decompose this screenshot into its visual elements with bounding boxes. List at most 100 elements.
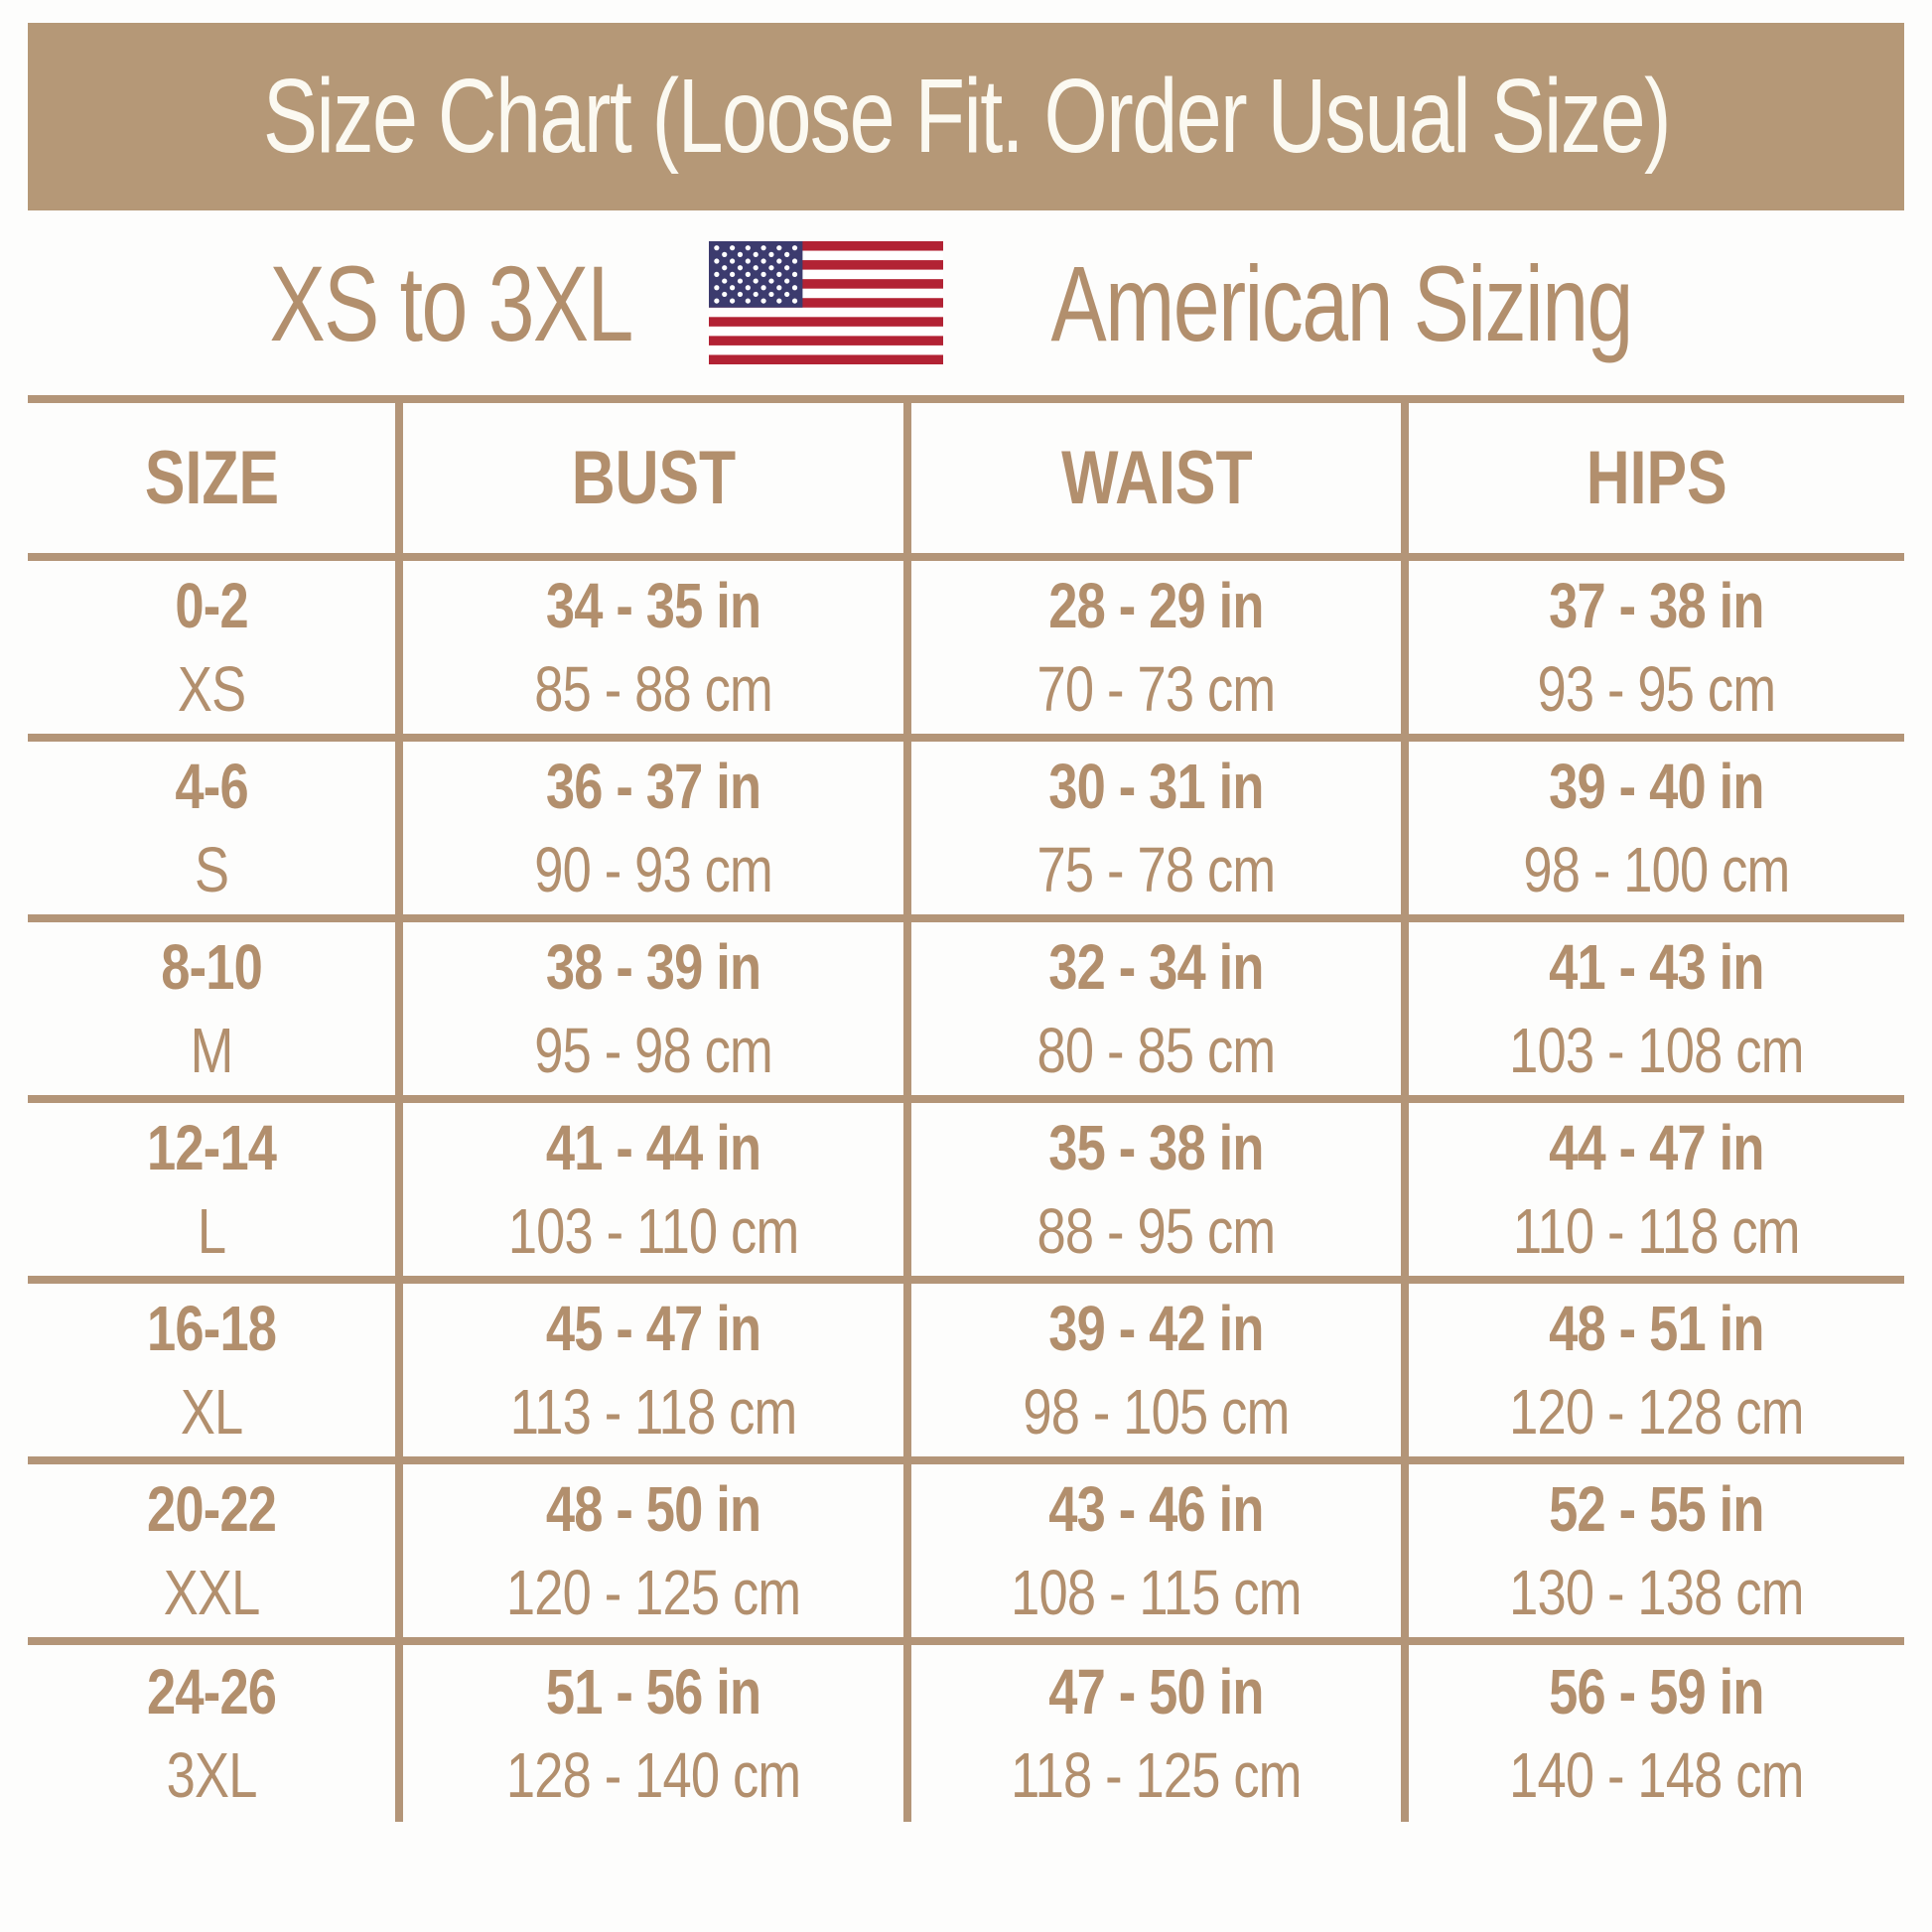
waist-cell: 39 - 42 in 98 - 105 cm bbox=[903, 1276, 1406, 1460]
waist-centimeters: 108 - 115 cm bbox=[1011, 1557, 1303, 1628]
header-bust: BUST bbox=[395, 395, 908, 557]
title-banner: Size Chart (Loose Fit. Order Usual Size) bbox=[28, 23, 1904, 210]
size-letter: XXL bbox=[163, 1557, 261, 1628]
bust-inches: 45 - 47 in bbox=[546, 1293, 761, 1364]
size-letter: M bbox=[190, 1015, 234, 1086]
sizing-label: American Sizing bbox=[1050, 242, 1634, 363]
hips-cell: 39 - 40 in 98 - 100 cm bbox=[1401, 734, 1904, 918]
hips-centimeters: 140 - 148 cm bbox=[1509, 1739, 1804, 1811]
bust-cell: 34 - 35 in 85 - 88 cm bbox=[395, 553, 908, 738]
size-letter: S bbox=[195, 834, 229, 905]
hips-inches: 39 - 40 in bbox=[1549, 751, 1764, 822]
waist-centimeters: 70 - 73 cm bbox=[1036, 653, 1277, 725]
header-hips: HIPS bbox=[1401, 395, 1904, 557]
waist-centimeters: 98 - 105 cm bbox=[1023, 1376, 1291, 1448]
waist-inches: 28 - 29 in bbox=[1048, 570, 1265, 641]
bust-cell: 45 - 47 in 113 - 118 cm bbox=[395, 1276, 908, 1460]
size-cell: 24-26 3XL bbox=[28, 1637, 400, 1822]
hips-centimeters: 130 - 138 cm bbox=[1509, 1557, 1804, 1628]
bust-centimeters: 128 - 140 cm bbox=[506, 1739, 801, 1811]
hips-cell: 56 - 59 in 140 - 148 cm bbox=[1401, 1637, 1904, 1822]
size-cell: 4-6 S bbox=[28, 734, 400, 918]
hips-centimeters: 98 - 100 cm bbox=[1523, 834, 1791, 905]
size-value: 0-2 bbox=[175, 570, 248, 641]
waist-inches: 30 - 31 in bbox=[1048, 751, 1265, 822]
bust-inches: 51 - 56 in bbox=[546, 1656, 761, 1727]
waist-centimeters: 118 - 125 cm bbox=[1011, 1739, 1303, 1811]
hips-centimeters: 120 - 128 cm bbox=[1509, 1376, 1804, 1448]
header-size: SIZE bbox=[28, 395, 400, 557]
waist-inches: 39 - 42 in bbox=[1048, 1293, 1265, 1364]
size-letter: L bbox=[197, 1195, 226, 1267]
bust-inches: 41 - 44 in bbox=[546, 1112, 761, 1183]
size-value: 24-26 bbox=[147, 1656, 277, 1727]
table-body: 0-2 XS 34 - 35 in 85 - 88 cm 28 - 29 in … bbox=[28, 553, 1904, 1822]
table-row: 20-22 XXL 48 - 50 in 120 - 125 cm 43 - 4… bbox=[28, 1456, 1904, 1641]
size-cell: 20-22 XXL bbox=[28, 1456, 400, 1641]
size-cell: 12-14 L bbox=[28, 1095, 400, 1280]
waist-cell: 28 - 29 in 70 - 73 cm bbox=[903, 553, 1406, 738]
waist-inches: 47 - 50 in bbox=[1048, 1656, 1265, 1727]
bust-centimeters: 85 - 88 cm bbox=[534, 653, 773, 725]
waist-inches: 43 - 46 in bbox=[1048, 1473, 1265, 1545]
header-bust-label: BUST bbox=[571, 436, 737, 520]
table-row: 16-18 XL 45 - 47 in 113 - 118 cm 39 - 42… bbox=[28, 1276, 1904, 1460]
hips-inches: 41 - 43 in bbox=[1549, 931, 1764, 1003]
hips-inches: 37 - 38 in bbox=[1549, 570, 1764, 641]
hips-centimeters: 93 - 95 cm bbox=[1537, 653, 1777, 725]
hips-inches: 44 - 47 in bbox=[1549, 1112, 1764, 1183]
table-row: 8-10 M 38 - 39 in 95 - 98 cm 32 - 34 in … bbox=[28, 914, 1904, 1099]
size-value: 4-6 bbox=[175, 751, 248, 822]
bust-cell: 41 - 44 in 103 - 110 cm bbox=[395, 1095, 908, 1280]
size-value: 12-14 bbox=[147, 1112, 277, 1183]
bust-inches: 38 - 39 in bbox=[546, 931, 761, 1003]
table-row: 24-26 3XL 51 - 56 in 128 - 140 cm 47 - 5… bbox=[28, 1637, 1904, 1822]
header-row: SIZE BUST WAIST HIPS bbox=[28, 395, 1904, 557]
hips-cell: 37 - 38 in 93 - 95 cm bbox=[1401, 553, 1904, 738]
size-letter: XL bbox=[180, 1376, 243, 1448]
bust-centimeters: 103 - 110 cm bbox=[508, 1195, 799, 1267]
hips-inches: 56 - 59 in bbox=[1549, 1656, 1764, 1727]
bust-inches: 36 - 37 in bbox=[546, 751, 761, 822]
us-flag-icon bbox=[709, 241, 943, 364]
waist-centimeters: 75 - 78 cm bbox=[1036, 834, 1277, 905]
size-letter: 3XL bbox=[166, 1739, 258, 1811]
table-row: 0-2 XS 34 - 35 in 85 - 88 cm 28 - 29 in … bbox=[28, 553, 1904, 738]
size-table: SIZE BUST WAIST HIPS 0-2 XS 34 - 35 in 8… bbox=[28, 395, 1904, 1822]
bust-cell: 38 - 39 in 95 - 98 cm bbox=[395, 914, 908, 1099]
header-waist-label: WAIST bbox=[1060, 436, 1253, 520]
bust-centimeters: 113 - 118 cm bbox=[509, 1376, 797, 1448]
hips-centimeters: 103 - 108 cm bbox=[1509, 1015, 1804, 1086]
waist-centimeters: 80 - 85 cm bbox=[1036, 1015, 1277, 1086]
header-waist: WAIST bbox=[903, 395, 1406, 557]
bust-centimeters: 95 - 98 cm bbox=[534, 1015, 773, 1086]
bust-cell: 51 - 56 in 128 - 140 cm bbox=[395, 1637, 908, 1822]
hips-cell: 44 - 47 in 110 - 118 cm bbox=[1401, 1095, 1904, 1280]
waist-inches: 35 - 38 in bbox=[1048, 1112, 1265, 1183]
table-header: SIZE BUST WAIST HIPS bbox=[28, 395, 1904, 557]
size-value: 16-18 bbox=[147, 1293, 277, 1364]
size-cell: 16-18 XL bbox=[28, 1276, 400, 1460]
hips-cell: 48 - 51 in 120 - 128 cm bbox=[1401, 1276, 1904, 1460]
header-hips-label: HIPS bbox=[1586, 436, 1727, 520]
size-cell: 0-2 XS bbox=[28, 553, 400, 738]
size-value: 8-10 bbox=[161, 931, 263, 1003]
bust-centimeters: 90 - 93 cm bbox=[534, 834, 773, 905]
size-value: 20-22 bbox=[147, 1473, 277, 1545]
bust-centimeters: 120 - 125 cm bbox=[506, 1557, 801, 1628]
waist-cell: 43 - 46 in 108 - 115 cm bbox=[903, 1456, 1406, 1641]
page-title: Size Chart (Loose Fit. Order Usual Size) bbox=[262, 58, 1671, 175]
hips-inches: 48 - 51 in bbox=[1549, 1293, 1764, 1364]
subtitle-row: XS to 3XL American Sizing bbox=[28, 210, 1904, 395]
table-row: 12-14 L 41 - 44 in 103 - 110 cm 35 - 38 … bbox=[28, 1095, 1904, 1280]
waist-cell: 35 - 38 in 88 - 95 cm bbox=[903, 1095, 1406, 1280]
bust-inches: 34 - 35 in bbox=[546, 570, 761, 641]
hips-cell: 52 - 55 in 130 - 138 cm bbox=[1401, 1456, 1904, 1641]
hips-centimeters: 110 - 118 cm bbox=[1513, 1195, 1800, 1267]
bust-inches: 48 - 50 in bbox=[546, 1473, 761, 1545]
hips-cell: 41 - 43 in 103 - 108 cm bbox=[1401, 914, 1904, 1099]
waist-cell: 47 - 50 in 118 - 125 cm bbox=[903, 1637, 1406, 1822]
size-cell: 8-10 M bbox=[28, 914, 400, 1099]
header-size-label: SIZE bbox=[144, 436, 279, 520]
